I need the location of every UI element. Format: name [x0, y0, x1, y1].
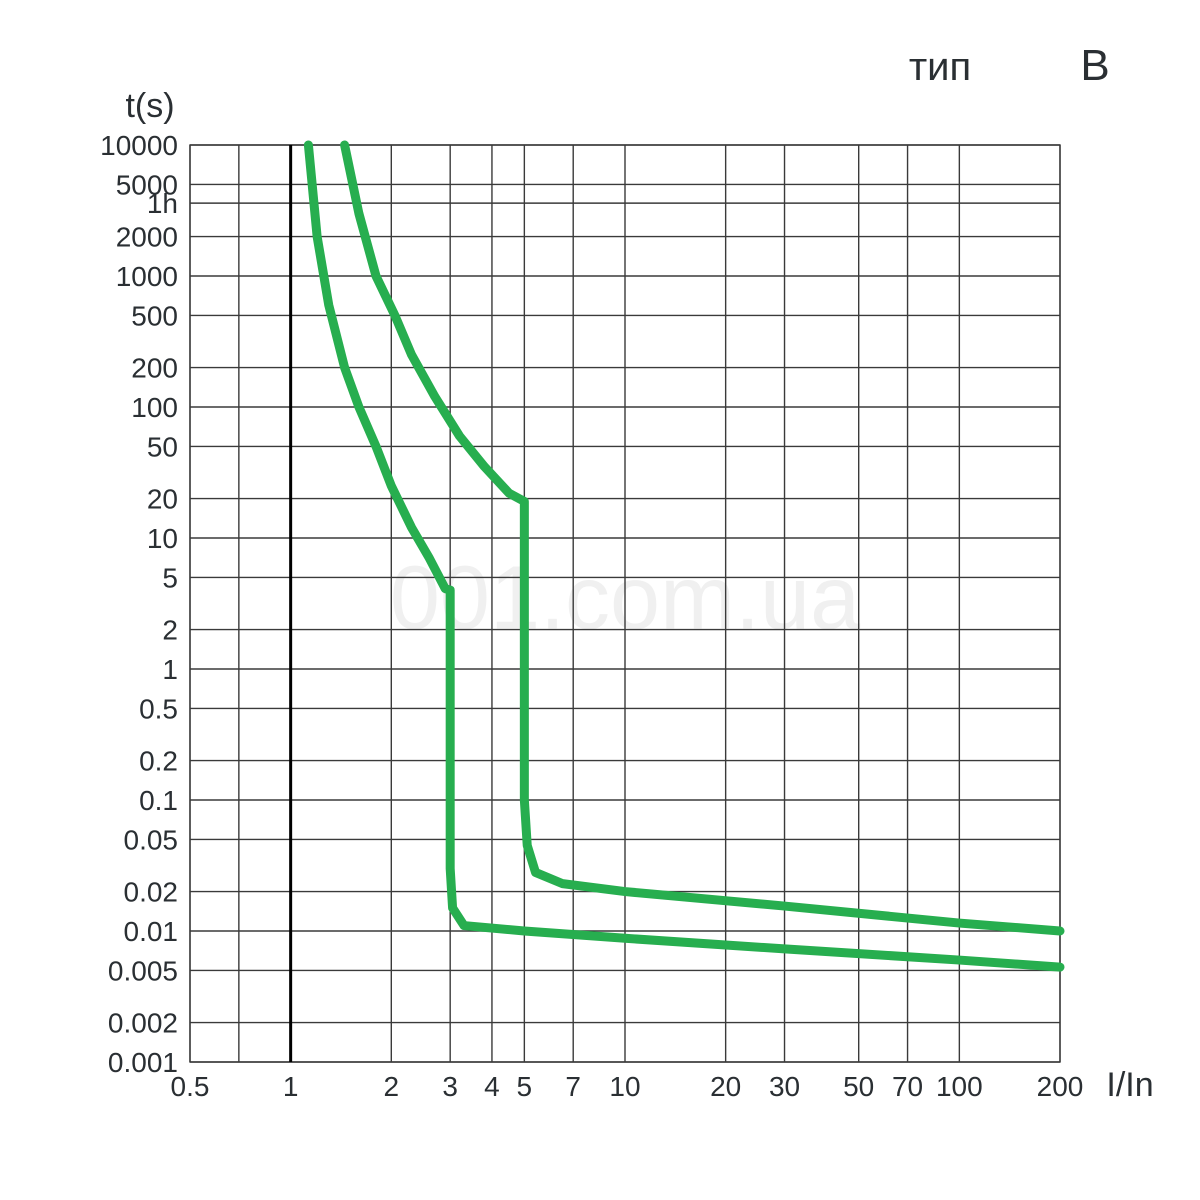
x-tick-label: 30 — [769, 1071, 800, 1102]
y-tick-label: 0.2 — [139, 746, 178, 777]
x-tick-label: 10 — [609, 1071, 640, 1102]
y-tick-label: 1000 — [116, 261, 178, 292]
y-tick-label: 0.02 — [124, 877, 179, 908]
chart-title-letter: B — [1080, 41, 1109, 90]
y-tick-label: 5000 — [116, 169, 178, 200]
y-tick-label: 0.001 — [108, 1047, 178, 1078]
trip-curve-chart: 001.com.ua0.0010.0020.0050.010.020.050.1… — [0, 0, 1200, 1200]
y-tick-label: 5 — [162, 562, 178, 593]
y-tick-label: 20 — [147, 484, 178, 515]
y-tick-label: 0.002 — [108, 1008, 178, 1039]
y-tick-label: 10000 — [100, 130, 178, 161]
y-tick-label: 100 — [131, 392, 178, 423]
y-tick-label: 0.01 — [124, 916, 179, 947]
x-tick-label: 100 — [936, 1071, 983, 1102]
x-tick-label: 20 — [710, 1071, 741, 1102]
chart-title-word: тип — [909, 45, 971, 89]
x-tick-label: 70 — [892, 1071, 923, 1102]
y-tick-label: 200 — [131, 353, 178, 384]
y-tick-label: 0.005 — [108, 955, 178, 986]
x-tick-label: 5 — [517, 1071, 533, 1102]
y-tick-label: 2000 — [116, 222, 178, 253]
x-tick-label: 1 — [283, 1071, 299, 1102]
x-tick-label: 0.5 — [171, 1071, 210, 1102]
y-tick-label: 0.05 — [124, 824, 179, 855]
x-tick-label: 7 — [565, 1071, 581, 1102]
y-tick-label: 2 — [162, 615, 178, 646]
x-tick-label: 2 — [384, 1071, 400, 1102]
y-tick-label: 1 — [162, 654, 178, 685]
x-tick-label: 4 — [484, 1071, 500, 1102]
y-tick-label: 50 — [147, 431, 178, 462]
y-tick-label: 10 — [147, 523, 178, 554]
y-tick-label: 500 — [131, 300, 178, 331]
y-tick-label: 0.1 — [139, 785, 178, 816]
x-tick-label: 200 — [1037, 1071, 1084, 1102]
x-tick-label: 3 — [442, 1071, 458, 1102]
y-tick-label: 0.5 — [139, 693, 178, 724]
x-axis-label: I/In — [1106, 1066, 1153, 1104]
x-tick-label: 50 — [843, 1071, 874, 1102]
y-axis-label: t(s) — [125, 87, 174, 125]
